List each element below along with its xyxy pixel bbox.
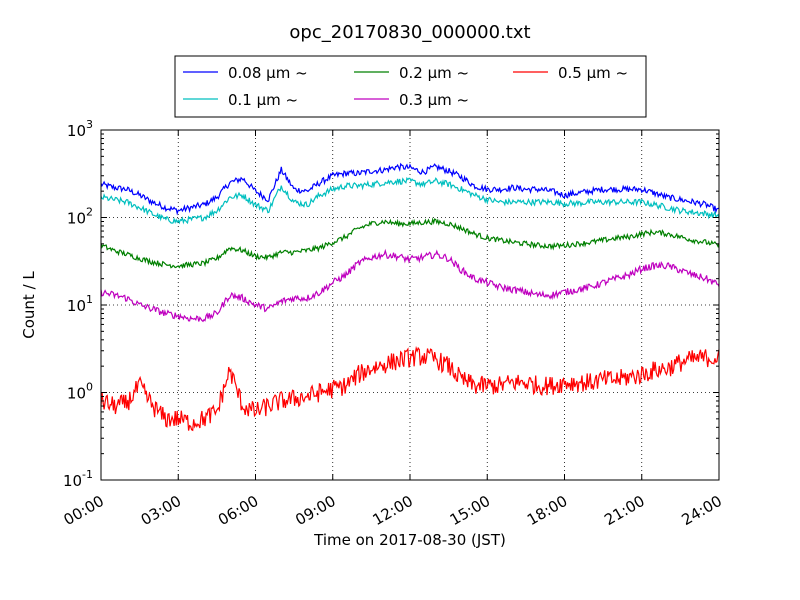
y-tick-label: 10-1 xyxy=(63,468,93,490)
legend: 0.08 μm ~ 0.1 μm ~ 0.2 μm ~ 0.3 μm ~ 0.5 μm … xyxy=(174,55,647,118)
legend-box xyxy=(174,55,647,118)
chart-title: opc_20170830_000000.txt xyxy=(289,22,530,43)
series-line xyxy=(100,217,720,270)
legend-label: 0.5 μm ~ xyxy=(558,64,628,82)
legend-label: 0.3 μm ~ xyxy=(399,91,469,109)
legend-label: 0.2 μm ~ xyxy=(399,64,469,82)
y-tick-label: 100 xyxy=(67,381,93,403)
series-line xyxy=(100,248,720,323)
y-axis: 10-1 100 101 102 103 xyxy=(63,118,719,490)
series-line xyxy=(100,345,720,432)
legend-label: 0.1 μm ~ xyxy=(228,91,298,109)
y-axis-label: Count / L xyxy=(20,271,38,339)
series-line xyxy=(100,162,720,216)
legend-label: 0.08 μm ~ xyxy=(228,64,308,82)
y-tick-label: 101 xyxy=(67,293,93,315)
series-line xyxy=(100,176,720,225)
y-tick-label: 103 xyxy=(67,118,93,140)
x-axis-label: Time on 2017-08-30 (JST) xyxy=(313,531,506,549)
y-tick-label: 102 xyxy=(67,206,93,228)
series-lines xyxy=(100,162,720,432)
grid xyxy=(101,130,719,480)
